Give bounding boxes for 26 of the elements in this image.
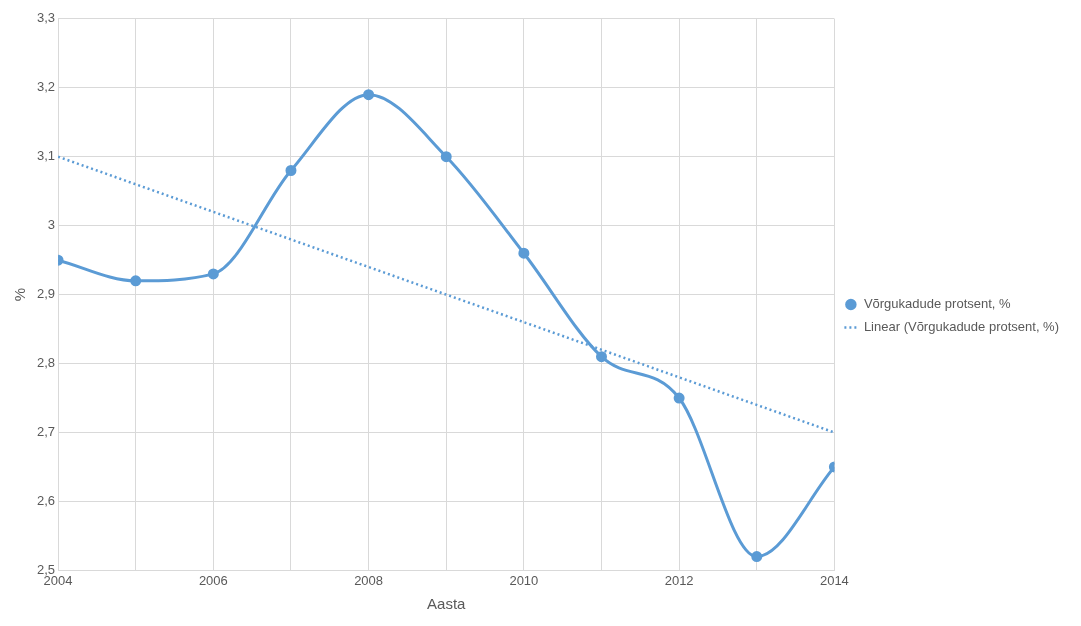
y-tick-label: 2,9 — [36, 286, 56, 302]
point — [751, 551, 763, 563]
x-tick-label: 2014 — [819, 572, 849, 588]
point — [363, 89, 375, 101]
y-tick-label: 2,6 — [36, 493, 56, 509]
y-tick-label: 3,2 — [36, 79, 56, 95]
point — [673, 392, 685, 404]
point — [130, 275, 142, 287]
point — [595, 351, 607, 363]
point — [285, 164, 297, 176]
x-tick-label: 2012 — [664, 572, 694, 588]
x-tick-label: 2008 — [354, 572, 384, 588]
point — [440, 151, 452, 163]
y-tick-label: 3 — [47, 217, 56, 233]
y-tick-label: 2,8 — [36, 355, 56, 371]
point — [518, 247, 530, 259]
y-tick-label: 2,7 — [36, 424, 56, 440]
y-axis-title: % — [11, 287, 29, 302]
x-axis-title: Aasta — [427, 595, 467, 613]
legend-label: Võrgukadude protsent, % — [863, 296, 1012, 312]
x-tick-label: 2006 — [198, 572, 228, 588]
point — [207, 268, 219, 280]
y-tick-label: 3,1 — [36, 148, 56, 164]
legend-label: Linear (Võrgukadude protsent, %) — [863, 319, 1060, 335]
y-tick-label: 3,3 — [36, 10, 56, 26]
x-tick-label: 2010 — [509, 572, 539, 588]
